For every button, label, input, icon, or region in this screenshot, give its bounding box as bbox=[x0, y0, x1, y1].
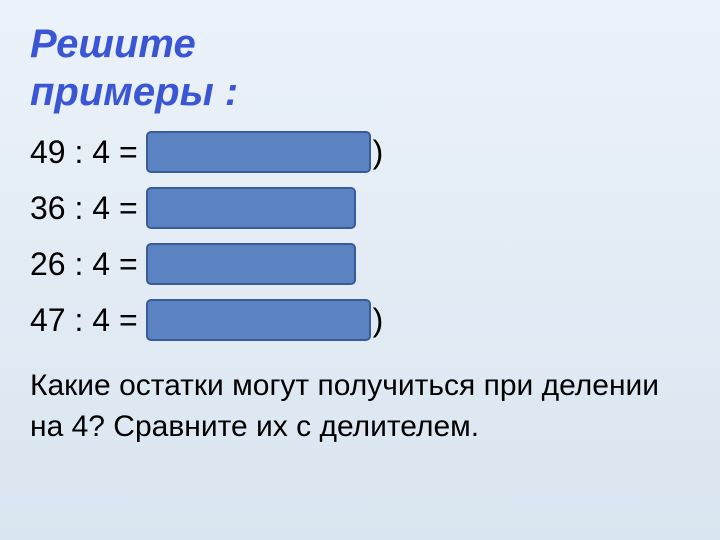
slide-title: Решите примеры : bbox=[30, 20, 690, 116]
example-prefix: 26 : 4 = bbox=[30, 246, 138, 283]
example-prefix: 47 : 4 = bbox=[30, 302, 138, 339]
title-line-2: примеры : bbox=[30, 70, 238, 114]
example-tail: ) bbox=[373, 302, 384, 339]
answer-cover bbox=[146, 187, 356, 229]
examples-list: 49 : 4 = ) 36 : 4 = 26 : 4 = 47 : 4 = ) bbox=[30, 131, 690, 341]
example-prefix: 36 : 4 = bbox=[30, 190, 138, 227]
question-text: Какие остатки могут получиться при делен… bbox=[30, 366, 690, 447]
example-row: 36 : 4 = bbox=[30, 187, 690, 229]
example-row: 47 : 4 = ) bbox=[30, 299, 690, 341]
answer-cover bbox=[146, 243, 356, 285]
example-prefix: 49 : 4 = bbox=[30, 134, 138, 171]
example-row: 49 : 4 = ) bbox=[30, 131, 690, 173]
example-row: 26 : 4 = bbox=[30, 243, 690, 285]
question-line-2: на 4? Сравните их с делителем. bbox=[30, 410, 479, 443]
question-line-1: Какие остатки могут получиться при делен… bbox=[30, 369, 659, 402]
answer-cover bbox=[146, 299, 371, 341]
example-tail: ) bbox=[373, 134, 384, 171]
title-line-1: Решите bbox=[30, 22, 196, 66]
answer-cover bbox=[146, 131, 371, 173]
